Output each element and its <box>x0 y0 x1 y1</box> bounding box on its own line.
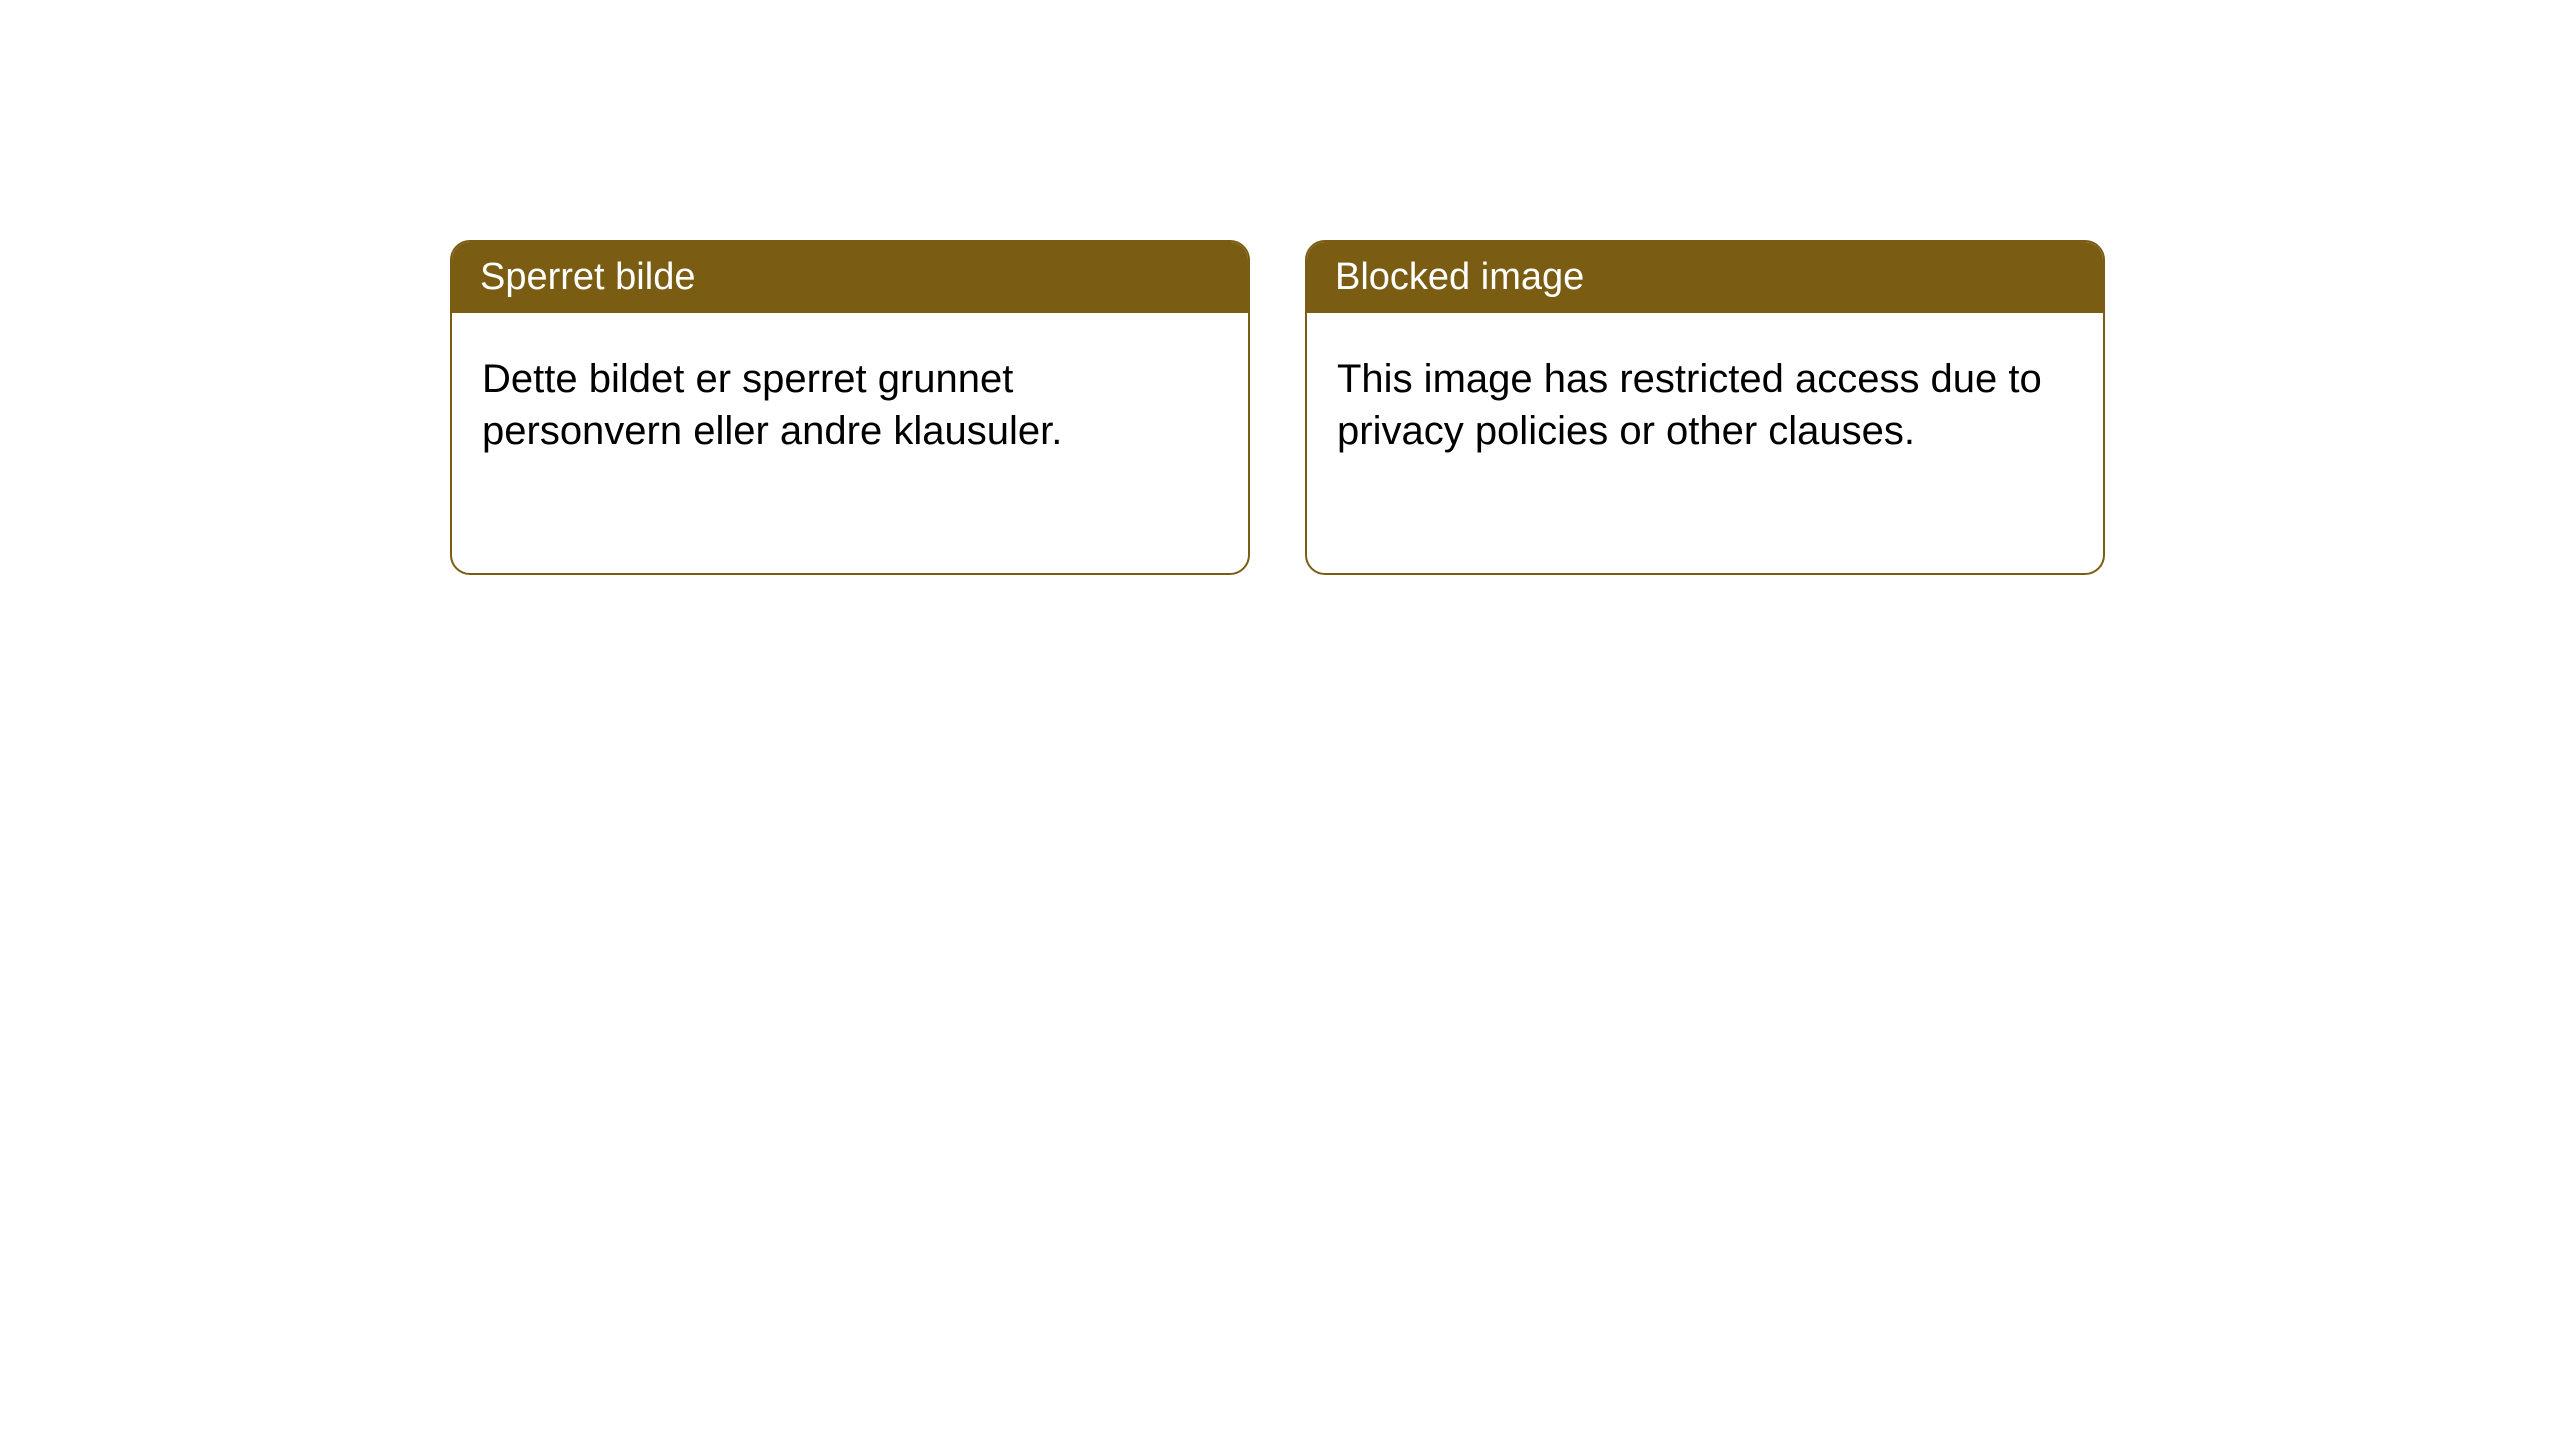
notice-card-title: Blocked image <box>1335 256 1584 298</box>
notice-card-message: Dette bildet er sperret grunnet personve… <box>482 357 1062 453</box>
notice-card-message: This image has restricted access due to … <box>1337 357 2042 453</box>
notice-card-title: Sperret bilde <box>480 256 695 298</box>
notice-cards-container: Sperret bilde Dette bildet er sperret gr… <box>0 0 2560 575</box>
notice-card-norwegian: Sperret bilde Dette bildet er sperret gr… <box>450 240 1250 575</box>
notice-card-body: This image has restricted access due to … <box>1307 313 2103 497</box>
notice-card-english: Blocked image This image has restricted … <box>1305 240 2105 575</box>
notice-card-header: Blocked image <box>1307 242 2103 313</box>
notice-card-body: Dette bildet er sperret grunnet personve… <box>452 313 1248 497</box>
notice-card-header: Sperret bilde <box>452 242 1248 313</box>
